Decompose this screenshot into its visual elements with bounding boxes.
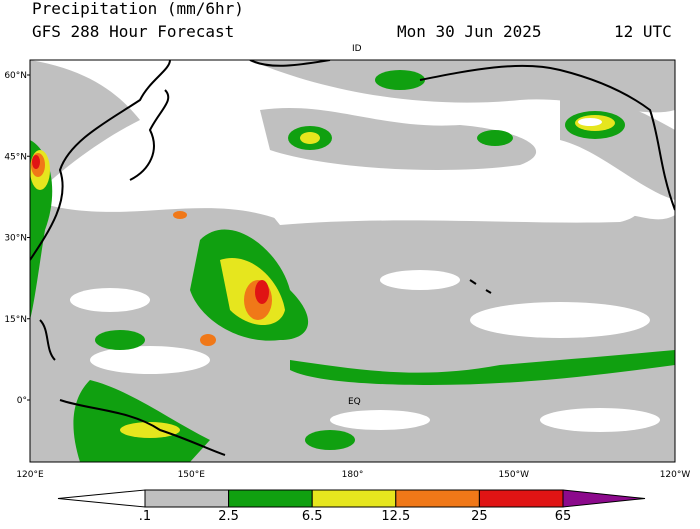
colorbar-segment bbox=[228, 489, 313, 508]
colorbar-segment bbox=[144, 489, 230, 508]
colorbar-low bbox=[57, 489, 146, 508]
subtitle: GFS 288 Hour Forecast bbox=[32, 22, 234, 41]
colorbar-label: 12.5 bbox=[381, 509, 410, 524]
annotation: ID bbox=[352, 44, 362, 54]
lon-label: 120°E bbox=[16, 470, 44, 480]
colorbar-label: 2.5 bbox=[218, 509, 239, 524]
title: Precipitation (mm/6hr) bbox=[32, 0, 244, 18]
lat-label: 15°N bbox=[4, 315, 27, 325]
colorbar-high bbox=[562, 489, 646, 508]
colorbar: .1 2.5 6.5 12.5 25 65 bbox=[57, 489, 646, 524]
lat-label: 45°N bbox=[4, 152, 27, 162]
lon-label: 150°W bbox=[498, 470, 529, 480]
colorbar-label: 65 bbox=[555, 509, 572, 524]
lat-label: 30°N bbox=[4, 234, 27, 244]
colorbar-label: 6.5 bbox=[302, 509, 323, 524]
time: 12 UTC bbox=[614, 22, 672, 41]
lon-label: 120°W bbox=[660, 470, 691, 480]
lat-label: 60°N bbox=[4, 71, 27, 81]
date: Mon 30 Jun 2025 bbox=[397, 22, 542, 41]
annotation: EQ bbox=[348, 397, 361, 407]
lat-labels: 60°N 45°N 30°N 15°N 0° bbox=[4, 71, 30, 406]
lon-labels: 120°E 150°E 180° 150°W 120°W bbox=[16, 470, 690, 480]
colorbar-segment bbox=[311, 489, 397, 508]
colorbar-segment bbox=[395, 489, 480, 508]
lon-label: 180° bbox=[342, 470, 364, 480]
colorbar-label: 25 bbox=[471, 509, 488, 524]
map-field bbox=[30, 60, 675, 462]
colorbar-label: .1 bbox=[139, 509, 151, 524]
lat-label: 0° bbox=[17, 396, 27, 406]
colorbar-segment bbox=[478, 489, 564, 508]
map-frame bbox=[29, 59, 676, 463]
lon-label: 150°E bbox=[178, 470, 206, 480]
